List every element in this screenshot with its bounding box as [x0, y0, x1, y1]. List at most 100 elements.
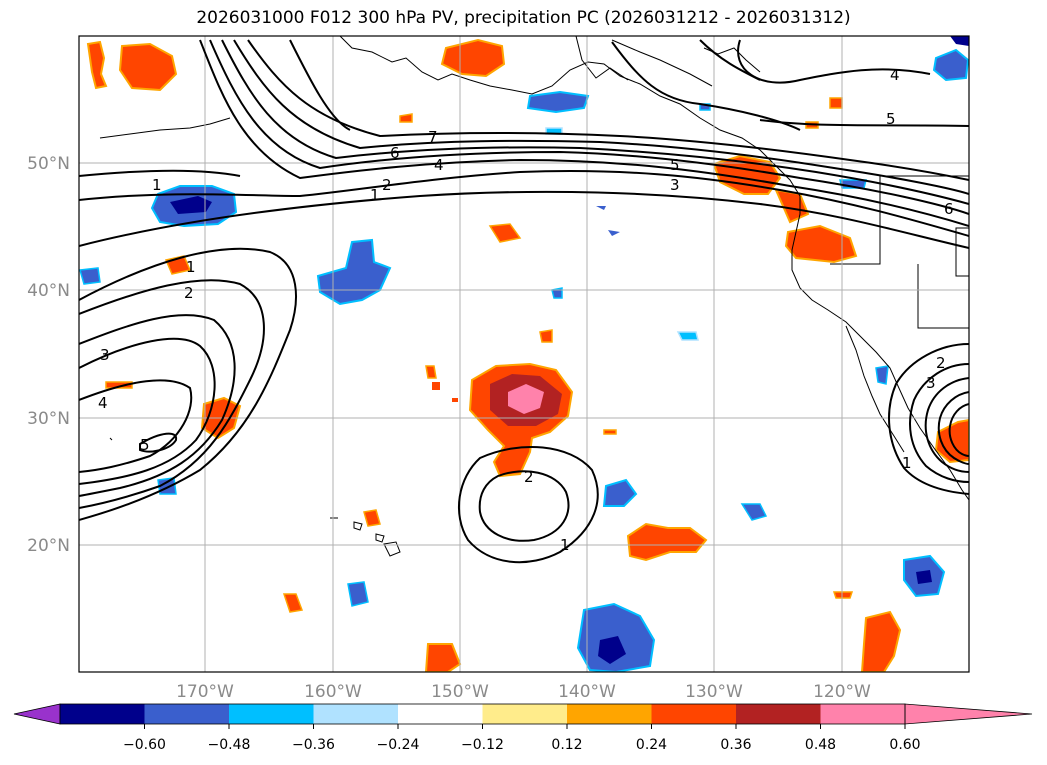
precip-blob — [399, 113, 413, 123]
colorbar-segment — [567, 704, 652, 724]
lat-label: 20°N — [27, 536, 70, 556]
precip-blob — [598, 636, 626, 664]
precip-blob — [440, 38, 506, 78]
precip-blob — [916, 570, 932, 584]
contour-label: 7 — [428, 128, 438, 146]
contour-label: 1 — [186, 258, 196, 276]
colorbar-segment — [60, 704, 145, 724]
colorbar-extend-max — [904, 703, 1033, 725]
map-background — [79, 36, 969, 672]
lat-label: 30°N — [27, 409, 70, 429]
precip-blob — [740, 503, 768, 521]
contour-label: 4 — [890, 66, 900, 84]
lon-label: 160°W — [304, 682, 362, 702]
lon-label: 120°W — [813, 682, 871, 702]
precip-blob — [424, 643, 462, 672]
colorbar-tick-label: 0.36 — [720, 737, 751, 753]
lon-label: 150°W — [431, 682, 489, 702]
colorbar-segment — [820, 704, 905, 724]
colorbar-segment — [398, 704, 483, 724]
colorbar-tick-label: 0.24 — [636, 737, 667, 753]
precip-blob — [784, 224, 858, 264]
lon-label: 140°W — [558, 682, 616, 702]
colorbar-tick-label: 0.48 — [805, 737, 836, 753]
contour-label: 2 — [184, 284, 194, 302]
contour-label: 2 — [524, 468, 534, 486]
colorbar-ticks — [144, 724, 906, 729]
precip-blob — [596, 206, 606, 210]
map-frame — [78, 35, 970, 673]
map-layers: 1 2 1 6 4 7 5 3 6 4 5 1 2 3 4 5 2 1 2 3 … — [79, 36, 969, 672]
contour-label: 6 — [944, 200, 954, 218]
islands — [109, 437, 401, 557]
contour-label: 5 — [886, 110, 896, 128]
precip-blob — [608, 230, 620, 236]
colorbar-tick-label: 0.12 — [551, 737, 582, 753]
contour-label: 3 — [670, 176, 680, 194]
precip-blob — [875, 365, 889, 385]
precip-blob — [602, 478, 638, 507]
precip-blob — [488, 223, 522, 243]
precip-blob — [526, 90, 590, 114]
precip-blob — [832, 591, 854, 599]
colorbar-segment — [482, 704, 567, 724]
colorbar-extend-min — [13, 703, 61, 725]
precip-blob — [170, 196, 212, 214]
colorbar-segment — [313, 704, 398, 724]
precip-blob — [539, 329, 553, 343]
precip-blob — [950, 36, 969, 46]
precip-blob — [282, 593, 304, 613]
colorbar-tick-label: −0.24 — [377, 737, 420, 753]
precip-blob — [316, 238, 392, 306]
contour-label: 3 — [926, 374, 936, 392]
precip-blob — [86, 40, 108, 90]
contour-label: 1 — [560, 536, 570, 554]
precip-blob — [508, 384, 544, 414]
precip-blob — [603, 429, 617, 435]
precip-blob — [347, 581, 369, 607]
precip-blob — [105, 381, 133, 389]
precip-blob — [712, 154, 782, 195]
figure-title: 2026031000 F012 300 hPa PV, precipitatio… — [196, 8, 851, 28]
lon-label: 130°W — [685, 682, 743, 702]
colorbar-tick-label: −0.60 — [123, 737, 166, 753]
colorbar-tick-label: −0.48 — [208, 737, 251, 753]
colorbar-segment — [651, 704, 736, 724]
contour-label: 2 — [382, 176, 392, 194]
longitude-labels: 170°W 160°W 150°W 140°W 130°W 120°W — [176, 682, 871, 702]
latitude-labels: 50°N 40°N 30°N 20°N — [27, 154, 70, 556]
precip-blob — [676, 331, 699, 341]
lat-label: 40°N — [27, 281, 70, 301]
contour-label: 4 — [434, 156, 444, 174]
colorbar-tick-label: −0.36 — [292, 737, 335, 753]
precip-blob — [452, 398, 458, 402]
precip-blob — [363, 509, 381, 527]
precip-blob — [626, 522, 708, 562]
contour-label: 3 — [100, 346, 110, 364]
contour-label: 4 — [98, 394, 108, 412]
colorbar-segment — [229, 704, 314, 724]
contour-label: 5 — [670, 156, 680, 174]
precip-blob — [425, 365, 437, 379]
lon-label: 170°W — [176, 682, 234, 702]
precip-blob — [932, 48, 969, 82]
pv-contours — [79, 39, 969, 564]
contour-label: 5 — [140, 436, 150, 454]
pv-contour-labels: 1 2 1 6 4 7 5 3 6 4 5 1 2 3 4 5 2 1 2 3 … — [98, 66, 954, 554]
precip-blob — [118, 42, 178, 92]
contour-label: 1 — [370, 186, 380, 204]
colorbar-tick-label: −0.12 — [461, 737, 504, 753]
contour-label: 2 — [936, 354, 946, 372]
colorbar: −0.60 −0.48 −0.36 −0.24 −0.12 0.12 0.24 … — [13, 703, 1033, 753]
precip-blob — [79, 267, 101, 285]
contour-label: 6 — [390, 144, 400, 162]
contour-label: 1 — [902, 454, 912, 472]
colorbar-tick-label: 0.60 — [889, 737, 920, 753]
contour-label: 1 — [152, 176, 162, 194]
lat-label: 50°N — [27, 154, 70, 174]
precip-blob — [432, 382, 440, 390]
colorbar-segment — [736, 704, 821, 724]
colorbar-segment — [144, 704, 229, 724]
precip-blob — [860, 610, 902, 672]
